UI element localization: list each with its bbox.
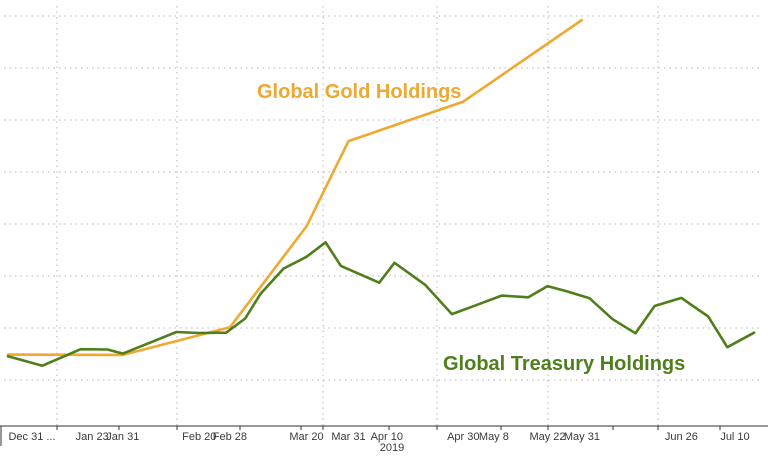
- x-tick-label: Jan 31: [106, 431, 139, 443]
- series-layer: [6, 18, 756, 368]
- x-tick-label: May 22: [529, 431, 565, 443]
- grid: [4, 6, 762, 426]
- x-tick-label: Apr 30: [447, 431, 479, 443]
- series-label-treasury: Global Treasury Holdings: [443, 353, 685, 375]
- x-tick-label: Dec 31 ...: [8, 431, 55, 443]
- x-tick-label: May 31: [564, 431, 600, 443]
- axes: [0, 425, 768, 446]
- x-tick-label: Mar 20: [289, 431, 323, 443]
- series-label-gold: Global Gold Holdings: [257, 81, 461, 103]
- x-tick-label: Feb 28: [213, 431, 247, 443]
- x-tick-label: May 8: [479, 431, 509, 443]
- x-tick-label: Mar 31: [331, 431, 365, 443]
- x-tick-label: Feb 20: [182, 431, 216, 443]
- series-line-gold: [6, 18, 584, 357]
- x-tick-label: Jan 23: [76, 431, 109, 443]
- x-tick-label: Apr 10: [371, 431, 403, 443]
- x-tick-label: Jul 10: [720, 431, 749, 443]
- x-axis-label: 2019: [380, 442, 404, 454]
- x-tick-label: Jun 26: [665, 431, 698, 443]
- series-line-treasury: [6, 241, 756, 368]
